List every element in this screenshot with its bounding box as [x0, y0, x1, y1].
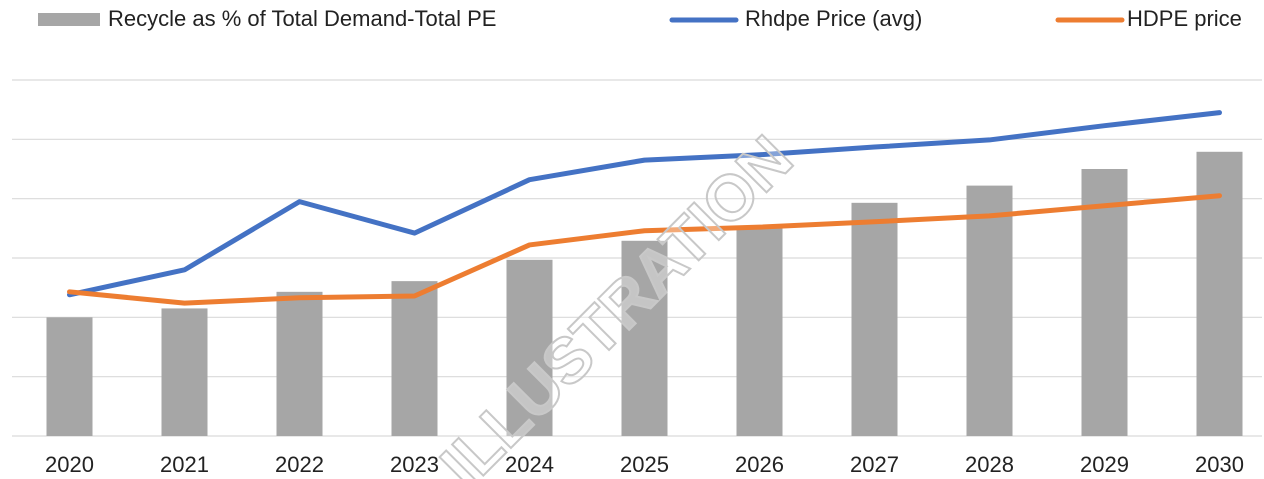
bar [1081, 169, 1128, 436]
x-tick-label: 2021 [160, 452, 209, 477]
bar [621, 240, 668, 436]
x-tick-label: 2025 [620, 452, 669, 477]
x-tick-label: 2030 [1195, 452, 1244, 477]
bar [46, 317, 93, 436]
legend-label: HDPE price [1127, 6, 1242, 31]
x-tick-label: 2028 [965, 452, 1014, 477]
bar [506, 259, 553, 436]
line-series [67, 193, 1222, 306]
x-tick-label: 2022 [275, 452, 324, 477]
x-tick-label: 2026 [735, 452, 784, 477]
line-series [67, 110, 1222, 298]
legend-swatch [38, 13, 100, 26]
x-tick-label: 2029 [1080, 452, 1129, 477]
bar [276, 291, 323, 436]
bar [391, 281, 438, 436]
bar [966, 185, 1013, 436]
bar [736, 228, 783, 436]
x-tick-label: 2023 [390, 452, 439, 477]
x-tick-label: 2027 [850, 452, 899, 477]
x-tick-label: 2020 [45, 452, 94, 477]
legend-label: Rhdpe Price (avg) [745, 6, 922, 31]
x-tick-label: 2024 [505, 452, 554, 477]
bar [851, 202, 898, 436]
bar [161, 308, 208, 436]
legend-label: Recycle as % of Total Demand-Total PE [108, 6, 496, 31]
